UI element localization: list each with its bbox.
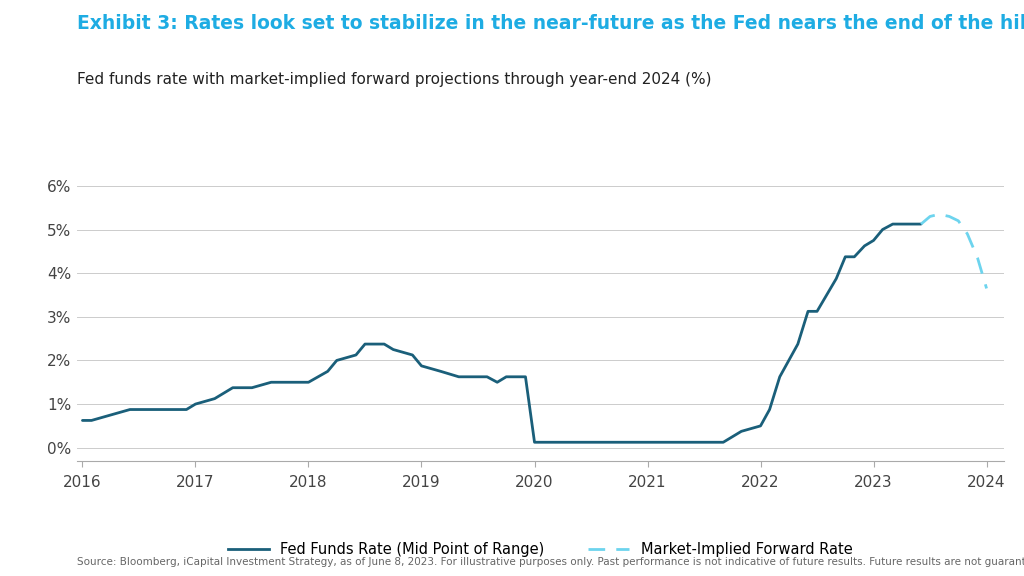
Text: Fed funds rate with market-implied forward projections through year-end 2024 (%): Fed funds rate with market-implied forwa… [77, 72, 712, 87]
Legend: Fed Funds Rate (Mid Point of Range), Market-Implied Forward Rate: Fed Funds Rate (Mid Point of Range), Mar… [222, 536, 858, 563]
Text: Source: Bloomberg, iCapital Investment Strategy, as of June 8, 2023. For illustr: Source: Bloomberg, iCapital Investment S… [77, 558, 1024, 567]
Text: Exhibit 3: Rates look set to stabilize in the near-future as the Fed nears the e: Exhibit 3: Rates look set to stabilize i… [77, 14, 1024, 33]
